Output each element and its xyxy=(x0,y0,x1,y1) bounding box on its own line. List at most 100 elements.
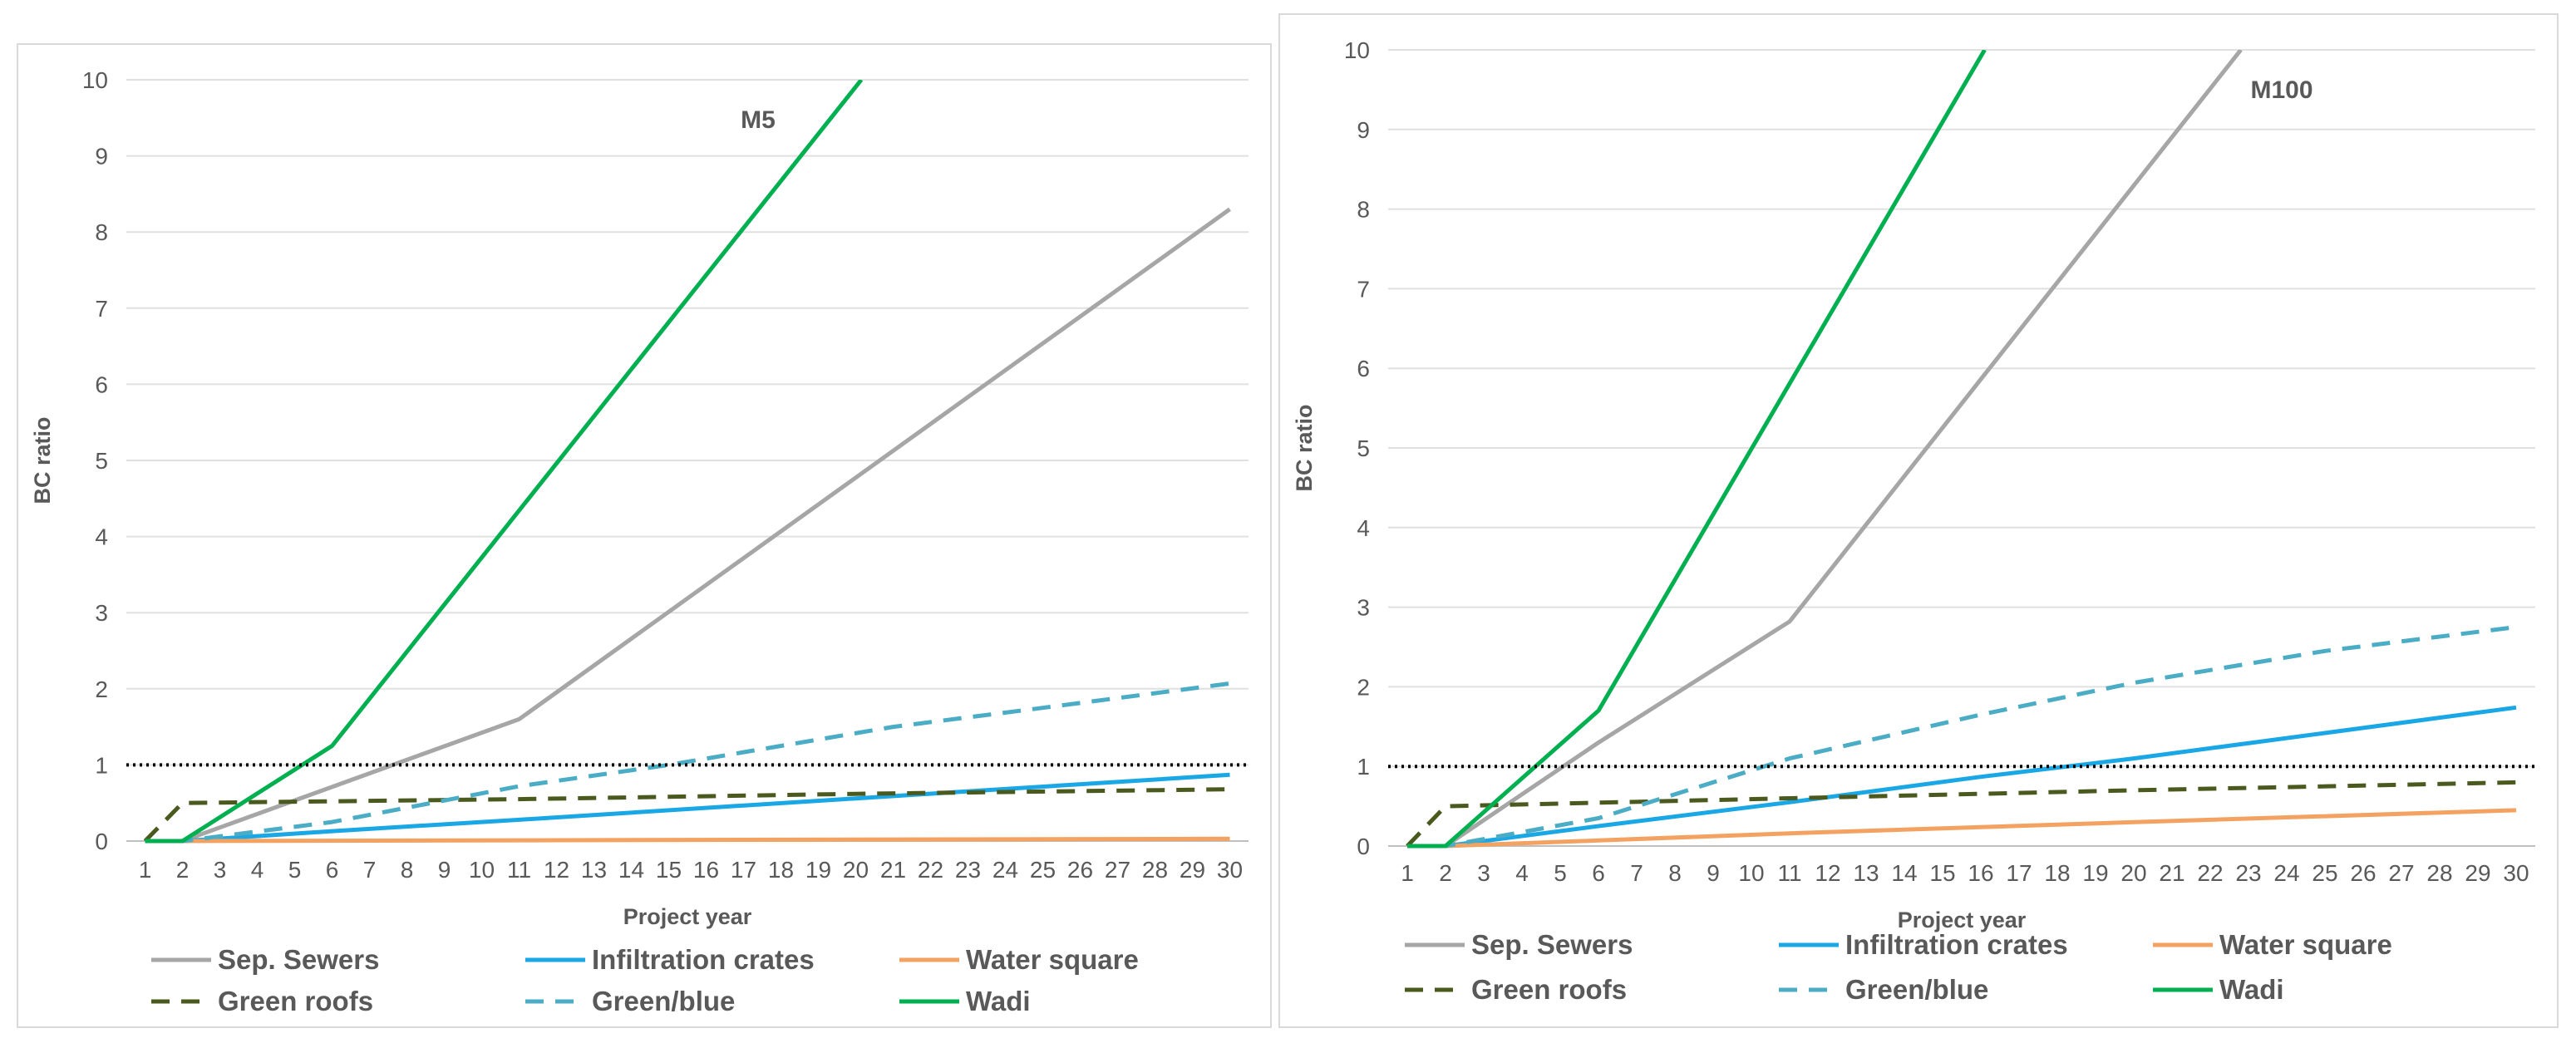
m5-x-tick-label: 9 xyxy=(438,857,451,883)
m5-x-tick-label: 21 xyxy=(880,857,906,883)
m5-y-tick-label: 6 xyxy=(95,371,108,397)
m5-y-tick-label: 9 xyxy=(95,144,108,170)
m100-legend-label-green-blue: Green/blue xyxy=(1845,974,1988,1005)
m100-y-axis-title: BC ratio xyxy=(1292,404,1317,491)
m100-x-tick-label: 3 xyxy=(1477,860,1490,886)
m5-x-tick-label: 2 xyxy=(176,857,190,883)
m5-x-tick-label: 11 xyxy=(507,857,531,883)
m5-x-tick-label: 12 xyxy=(544,857,569,883)
m100-x-tick-label: 16 xyxy=(1968,860,1993,886)
m5-y-tick-label: 2 xyxy=(95,676,108,702)
m5-x-tick-label: 17 xyxy=(731,857,756,883)
m100-x-tick-label: 15 xyxy=(1929,860,1955,886)
m100-x-tick-label: 22 xyxy=(2197,860,2223,886)
m100-y-tick-label: 0 xyxy=(1357,834,1370,859)
m100-x-tick-label: 6 xyxy=(1592,860,1605,886)
m5-x-tick-label: 28 xyxy=(1142,857,1168,883)
m5-x-tick-label: 13 xyxy=(581,857,607,883)
m100-x-tick-label: 7 xyxy=(1630,860,1643,886)
m100-x-tick-label: 20 xyxy=(2120,860,2146,886)
m5-legend-label-infiltration-crates: Infiltration crates xyxy=(592,944,815,975)
m5-x-tick-label: 23 xyxy=(955,857,981,883)
m100-x-axis-title: Project year xyxy=(1898,908,2027,932)
m5-x-tick-label: 30 xyxy=(1217,857,1243,883)
m100-legend-label-water-square: Water square xyxy=(2219,929,2392,960)
m100-x-tick-label: 19 xyxy=(2082,860,2108,886)
m100-x-tick-label: 13 xyxy=(1853,860,1879,886)
m100-series-green-roofs xyxy=(1406,780,2517,848)
m5-x-tick-label: 7 xyxy=(363,857,377,883)
m100-x-tick-label: 24 xyxy=(2273,860,2299,886)
m5-x-tick-label: 14 xyxy=(618,857,644,883)
m5-y-tick-label: 3 xyxy=(95,600,108,626)
m5-legend-label-water-square: Water square xyxy=(966,944,1139,975)
m100-x-tick-label: 26 xyxy=(2350,860,2376,886)
m100-y-tick-label: 1 xyxy=(1357,754,1370,780)
m5-x-tick-label: 20 xyxy=(843,857,869,883)
m100-x-tick-label: 1 xyxy=(1401,860,1414,886)
m100-y-tick-label: 5 xyxy=(1357,435,1370,461)
m5-x-tick-label: 26 xyxy=(1067,857,1093,883)
m5-x-tick-label: 4 xyxy=(251,857,264,883)
m100-x-tick-label: 17 xyxy=(2006,860,2032,886)
m100-series-green-blue xyxy=(1407,625,2517,849)
m100-chart-title: M100 xyxy=(2250,76,2312,104)
m100-x-tick-label: 9 xyxy=(1707,860,1720,886)
m5-x-tick-label: 19 xyxy=(805,857,831,883)
m100-legend-label-green-roofs: Green roofs xyxy=(1471,974,1627,1005)
m5-chart-title: M5 xyxy=(741,106,776,134)
m5-x-tick-label: 22 xyxy=(918,857,943,883)
m100-y-tick-label: 10 xyxy=(1344,37,1370,63)
m100-y-tick-label: 2 xyxy=(1357,674,1370,700)
m5-x-tick-label: 8 xyxy=(401,857,414,883)
m5-x-tick-label: 18 xyxy=(768,857,794,883)
m100-y-tick-label: 8 xyxy=(1357,197,1370,223)
m100-y-tick-label: 6 xyxy=(1357,356,1370,381)
m100-x-tick-label: 5 xyxy=(1554,860,1567,886)
m100-y-tick-label: 9 xyxy=(1357,117,1370,143)
m100-x-tick-label: 12 xyxy=(1815,860,1840,886)
m100-series-infiltration-crates xyxy=(1407,705,2517,849)
m5-x-tick-label: 24 xyxy=(992,857,1018,883)
m5-y-tick-label: 1 xyxy=(95,752,108,778)
m5-y-tick-label: 8 xyxy=(95,219,108,245)
m100-x-tick-label: 18 xyxy=(2044,860,2070,886)
m100-x-tick-label: 21 xyxy=(2159,860,2184,886)
m5-x-tick-label: 29 xyxy=(1180,857,1205,883)
m5-x-tick-label: 3 xyxy=(214,857,227,883)
m5-x-axis-title: Project year xyxy=(623,904,752,929)
m5-series-wadi xyxy=(145,80,864,844)
m5-y-tick-label: 10 xyxy=(82,67,108,93)
m100-series-wadi xyxy=(1407,50,1987,849)
m100-x-tick-label: 30 xyxy=(2503,860,2529,886)
m5-x-tick-label: 1 xyxy=(139,857,152,883)
m5-x-tick-label: 15 xyxy=(656,857,682,883)
m5-x-tick-label: 5 xyxy=(288,857,302,883)
m5-series-sep-sewers xyxy=(145,207,1231,844)
m100-legend-label-infiltration-crates: Infiltration crates xyxy=(1845,929,2068,960)
m100-x-tick-label: 25 xyxy=(2312,860,2337,886)
m5-x-tick-label: 6 xyxy=(326,857,339,883)
m5-legend-label-wadi: Wadi xyxy=(966,986,1031,1016)
m5-series-green-roofs xyxy=(143,787,1230,843)
m5-legend-label-green-roofs: Green roofs xyxy=(218,986,373,1016)
m100-x-tick-label: 2 xyxy=(1439,860,1452,886)
m5-y-tick-label: 0 xyxy=(95,829,108,854)
m100-x-tick-label: 8 xyxy=(1668,860,1682,886)
m100-legend-label-wadi: Wadi xyxy=(2219,974,2284,1005)
m5-legend-label-green-blue: Green/blue xyxy=(592,986,735,1016)
m5-x-tick-label: 27 xyxy=(1105,857,1130,883)
m100-y-tick-label: 3 xyxy=(1357,595,1370,621)
m5-x-tick-label: 25 xyxy=(1030,857,1056,883)
m5-x-tick-label: 16 xyxy=(693,857,719,883)
chart-panel-m5: 0 1 2 3 4 5 6 7 8 9 10 1 2 3 4 5 6 7 8 9 10 11 12 13 14 15 16 17 18 1… xyxy=(17,43,1272,1028)
m100-y-tick-label: 4 xyxy=(1357,515,1370,541)
m5-series-infiltration-crates xyxy=(145,772,1230,844)
m5-x-tick-label: 10 xyxy=(469,857,495,883)
m100-x-tick-label: 4 xyxy=(1515,860,1529,886)
m5-y-tick-label: 4 xyxy=(95,524,108,550)
m100-x-tick-label: 28 xyxy=(2426,860,2452,886)
m5-y-tick-label: 7 xyxy=(95,296,108,322)
